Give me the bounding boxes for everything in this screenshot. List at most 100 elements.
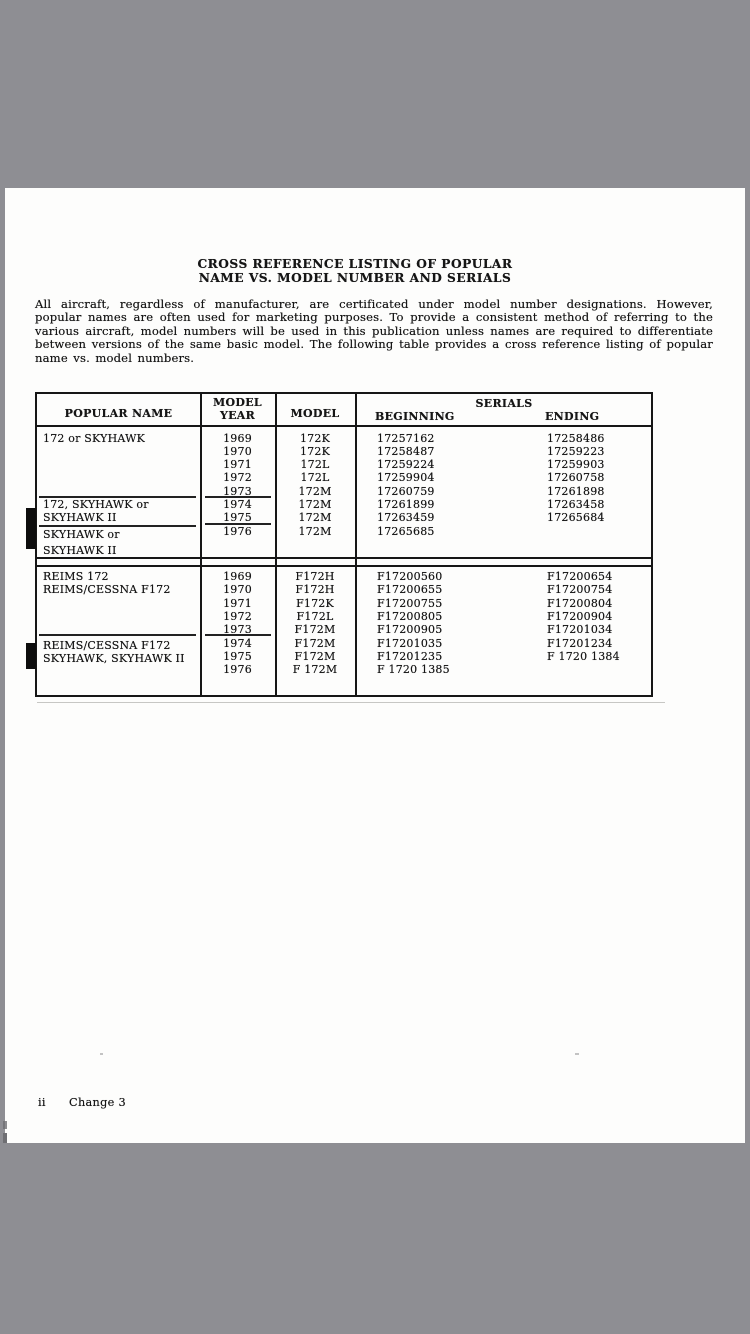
document-page: CROSS REFERENCE LISTING OF POPULAR NAME …	[5, 188, 745, 1143]
header-model-year-line1: MODEL	[213, 396, 262, 409]
cell-begin: F 1720 1385	[377, 663, 450, 677]
title-line-2: NAME VS. MODEL NUMBER AND SERIALS	[198, 270, 512, 285]
cell-begin: 17265685	[377, 524, 435, 538]
cell-end: F17200654	[547, 570, 613, 583]
name-column-rule-2	[39, 525, 196, 527]
cell-year: 1972	[223, 471, 252, 485]
cell-year: 1970	[223, 583, 252, 597]
popular-name-line: REIMS/CESSNA F172	[43, 638, 171, 652]
cell-begin: F17200805	[377, 609, 443, 623]
cell-year: 1976	[223, 524, 252, 538]
header-serials-ending: ENDING	[545, 410, 600, 423]
popular-name-line: REIMS 172	[43, 570, 109, 583]
cell-model: F 172M	[292, 663, 338, 677]
cell-year: 1971	[223, 596, 252, 610]
cell-year: 1969	[223, 431, 252, 445]
cell-begin: 17259224	[377, 458, 435, 472]
cell-year: 1972	[223, 609, 252, 623]
scan-ghost-line	[37, 702, 665, 703]
name-column-rule-3	[39, 634, 196, 636]
group2-top-border	[37, 565, 651, 567]
group1-bottom-border	[37, 557, 651, 559]
title-line-1: CROSS REFERENCE LISTING OF POPULAR	[197, 257, 513, 271]
change-bar-2	[26, 643, 36, 669]
cell-begin: F17201235	[377, 649, 443, 663]
cell-model: 172K	[299, 444, 330, 458]
cell-end: F17201034	[547, 623, 613, 637]
year-column-rule-1973	[205, 496, 271, 498]
cell-year: 1973	[223, 484, 252, 498]
cell-end: F17201234	[547, 636, 613, 650]
cell-year: 1973	[223, 623, 252, 637]
header-serials-beginning: BEGINNING	[375, 410, 455, 423]
cell-begin: 17257162	[377, 431, 435, 445]
popular-name-line: SKYHAWK or	[43, 527, 120, 541]
cell-year: 1969	[223, 570, 252, 583]
cell-end: F 1720 1384	[547, 649, 620, 663]
cell-model: 172K	[299, 431, 330, 445]
cell-model: F172H	[295, 570, 335, 583]
header-model: MODEL	[290, 407, 340, 420]
cell-end: F17200904	[547, 609, 613, 623]
cell-year: 1974	[223, 636, 252, 650]
year-column-rule-1973b	[205, 634, 271, 636]
cell-begin: 17260759	[377, 484, 435, 498]
cell-year: 1975	[223, 649, 252, 663]
cell-model: 172L	[300, 458, 330, 472]
cell-year: 1974	[223, 498, 252, 511]
cell-model: F172K	[296, 596, 334, 610]
cell-year: 1975	[223, 511, 252, 525]
intro-paragraph: All aircraft, regardless of manufacturer…	[35, 297, 713, 365]
scan-speck-2	[575, 1053, 579, 1055]
header-serials: SERIALS	[475, 397, 533, 410]
cell-model: 172M	[298, 524, 332, 538]
header-divider	[37, 425, 651, 427]
cross-reference-table: POPULAR NAME MODEL YEAR MODEL SERIALS BE…	[35, 392, 653, 697]
cell-end: F17200754	[547, 583, 613, 597]
column-divider-year-model	[275, 394, 277, 695]
cell-begin: 17263459	[377, 511, 435, 525]
name-column-rule-1	[39, 496, 196, 498]
cell-end: 17265684	[547, 511, 605, 525]
cell-end: 17263458	[547, 498, 605, 511]
cell-model: 172M	[298, 498, 332, 511]
footer-change-note: Change 3	[69, 1096, 127, 1109]
cell-begin: 17261899	[377, 498, 435, 511]
cell-begin: F17200755	[377, 596, 443, 610]
year-column-rule-1975	[205, 523, 271, 525]
cell-end: 17259223	[547, 444, 605, 458]
change-bar-1	[26, 508, 36, 549]
cell-model: 172L	[300, 471, 330, 485]
cell-end: 17260758	[547, 471, 605, 485]
cell-end: 17258486	[547, 431, 605, 445]
cell-end: 17261898	[547, 484, 605, 498]
popular-name-line: 172, SKYHAWK or	[43, 498, 149, 511]
cell-begin: F17200655	[377, 583, 443, 597]
cell-year: 1970	[223, 444, 252, 458]
cell-model: F172H	[295, 583, 335, 597]
cell-model: F172M	[294, 649, 336, 663]
header-popular-name: POPULAR NAME	[64, 407, 173, 420]
cell-begin: F17201035	[377, 636, 443, 650]
popular-name-line: SKYHAWK II	[43, 543, 117, 557]
cell-model: F172M	[294, 623, 336, 637]
column-divider-model-serials	[355, 394, 357, 695]
cell-begin: 17258487	[377, 444, 435, 458]
cell-model: F172L	[296, 609, 334, 623]
cell-begin: F17200905	[377, 623, 443, 637]
edge-smudge-2	[3, 1133, 7, 1143]
scan-speck-1	[100, 1053, 103, 1055]
document-title: CROSS REFERENCE LISTING OF POPULAR NAME …	[100, 257, 610, 286]
cell-year: 1976	[223, 663, 252, 677]
cell-end: 17259903	[547, 458, 605, 472]
cell-model: F172M	[294, 636, 336, 650]
popular-name-line: SKYHAWK, SKYHAWK II	[43, 651, 185, 665]
cell-begin: 17259904	[377, 471, 435, 485]
cell-end: F17200804	[547, 596, 613, 610]
popular-name-line: REIMS/CESSNA F172	[43, 583, 171, 597]
cell-model: 172M	[298, 484, 332, 498]
popular-name-line: 172 or SKYHAWK	[43, 431, 146, 445]
popular-name-line: SKYHAWK II	[43, 511, 117, 525]
